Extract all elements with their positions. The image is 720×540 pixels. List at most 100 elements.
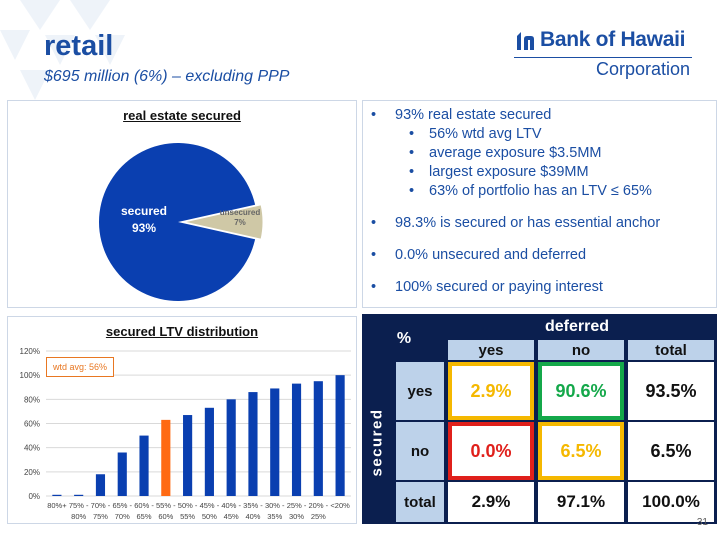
wtd-avg-callout: wtd avg: 56% (46, 357, 115, 377)
y-tick-label: 100% (20, 371, 40, 380)
key-points-panel: • 93% real estate secured • 56% wtd avg … (362, 100, 717, 308)
pie-label-secured: secured (121, 204, 167, 218)
bar-13 (335, 375, 345, 496)
ltv-chart-panel: secured LTV distribution 0% 20% 40% 60% 80% 1… (7, 316, 357, 524)
y-tick-label: 120% (20, 347, 40, 356)
logo-divider (514, 57, 692, 58)
x-tick-label-line2: 75% (93, 512, 108, 521)
bank-logo: Bank of Hawaii Corporation (514, 28, 694, 82)
x-tick-label-line2: 60% (158, 512, 173, 521)
ltv-chart-title: secured LTV distribution (105, 324, 259, 339)
bar-0 (52, 494, 62, 496)
bar-6 (183, 415, 193, 496)
deferral-matrix: % deferred yes no total secured yes no t… (362, 314, 717, 524)
y-tick-label: 0% (28, 492, 40, 501)
x-tick-label: 55% - (156, 501, 176, 510)
bullet-marker: • (409, 126, 415, 142)
x-tick-label: 50% - (178, 501, 198, 510)
bar-4 (139, 435, 149, 496)
y-tick-label: 20% (24, 468, 40, 477)
matrix-secured-label: secured (368, 407, 386, 477)
bullet-unsecured-deferred: 0.0% unsecured and deferred (395, 247, 587, 263)
pie-slice-secured (99, 143, 256, 301)
y-tick-label: 40% (24, 444, 40, 453)
bar-3 (117, 452, 127, 496)
matrix-cell-no-no: 6.5% (538, 422, 624, 480)
x-tick-label-line2: 55% (180, 512, 195, 521)
x-tick-label-line2: 70% (115, 512, 130, 521)
bullet-marker: • (409, 183, 415, 199)
matrix-cell-total-total: 100.0% (628, 482, 714, 522)
x-tick-label: 80%+ (47, 501, 67, 510)
x-tick-label: 30% - (265, 501, 285, 510)
matrix-cell-no-total: 6.5% (628, 422, 714, 480)
bullet-paying-interest: 100% secured or paying interest (395, 279, 603, 295)
x-tick-label-line2: 40% (245, 512, 260, 521)
bar-1 (74, 494, 84, 496)
pie-chart: secured 93% unsecured 7% (99, 143, 264, 301)
matrix-percent-label: % (396, 330, 412, 347)
subbullet-ltv-share: 63% of portfolio has an LTV ≤ 65% (429, 183, 652, 199)
pie-chart-title: real estate secured (123, 108, 241, 123)
pie-label-unsecured: unsecured (220, 208, 261, 217)
y-tick-label: 80% (24, 395, 40, 404)
bar-5 (161, 419, 171, 496)
x-tick-label-line2: 65% (137, 512, 152, 521)
x-tick-label: 60% - (134, 501, 154, 510)
x-tick-label-line2: 45% (224, 512, 239, 521)
matrix-cell-total-no: 97.1% (538, 482, 624, 522)
matrix-row-no: no (396, 422, 444, 480)
x-tick-label-line2: 50% (202, 512, 217, 521)
bar-12 (313, 381, 323, 496)
bar-11 (291, 383, 302, 496)
matrix-cell-no-yes: 0.0% (448, 422, 534, 480)
bar-7 (204, 407, 214, 496)
pie-slice-unsecured (183, 204, 264, 240)
subbullet-largest-exposure: largest exposure $39MM (429, 164, 589, 180)
page-subtitle: $695 million (6%) – excluding PPP (44, 68, 290, 85)
matrix-row-yes: yes (396, 362, 444, 420)
matrix-col-total: total (628, 340, 714, 360)
page-number: 31 (696, 517, 708, 528)
matrix-col-no: no (538, 340, 624, 360)
bullet-marker: • (409, 145, 415, 161)
bullet-marker: • (371, 279, 377, 295)
bullet-real-estate-secured: 93% real estate secured (395, 107, 552, 123)
logo-name: Bank of Hawaii (540, 28, 686, 51)
bullet-secured-or-anchor: 98.3% is secured or has essential anchor (395, 215, 661, 231)
bar-9 (248, 392, 258, 496)
subbullet-ltv: 56% wtd avg LTV (429, 126, 542, 142)
matrix-cell-yes-no: 90.6% (538, 362, 624, 420)
x-tick-label: 35% - (243, 501, 263, 510)
x-tick-label: 65% - (112, 501, 132, 510)
bar-2 (95, 474, 106, 496)
x-tick-label: 70% - (91, 501, 111, 510)
x-tick-label: 40% - (221, 501, 241, 510)
y-tick-label: 60% (24, 420, 40, 429)
bullet-marker: • (371, 215, 377, 231)
bar-8 (226, 399, 236, 496)
bullet-marker: • (409, 164, 415, 180)
matrix-cell-total-yes: 2.9% (448, 482, 534, 522)
matrix-cell-yes-yes: 2.9% (448, 362, 534, 420)
x-tick-label: 25% - (287, 501, 307, 510)
logo-mark-icon (517, 32, 534, 50)
bar-10 (270, 388, 280, 496)
subbullet-average-exposure: average exposure $3.5MM (429, 145, 602, 161)
x-tick-label: 20% - (309, 501, 329, 510)
x-tick-label: 45% - (200, 501, 220, 510)
pie-value-secured: 93% (132, 221, 156, 235)
x-tick-label-line2: 80% (71, 512, 86, 521)
x-tick-label-line2: 25% (311, 512, 326, 521)
x-tick-label: 75% - (69, 501, 89, 510)
matrix-row-total: total (396, 482, 444, 522)
page-title: retail (44, 30, 114, 62)
pie-value-unsecured: 7% (234, 218, 246, 227)
matrix-deferred-header: deferred (544, 318, 610, 335)
logo-corporation: Corporation (596, 59, 691, 79)
matrix-col-yes: yes (448, 340, 534, 360)
x-tick-label-line2: 35% (267, 512, 282, 521)
ltv-bar-chart: 0% 20% 40% 60% 80% 100% 120% 80%+ 75% - 80% 70% - 7… (20, 347, 351, 521)
watermark-pattern (0, 0, 125, 100)
x-tick-label-line2: 30% (289, 512, 304, 521)
